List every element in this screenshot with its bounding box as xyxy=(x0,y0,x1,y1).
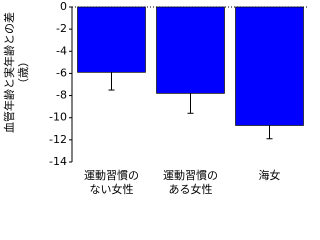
x-tick-label: ある女性 xyxy=(169,182,213,196)
x-tick-label: ない女性 xyxy=(90,182,134,196)
y-axis-label-line: 血管年齢と実年齢との差 xyxy=(2,12,16,133)
y-tick-label: -12 xyxy=(49,133,67,146)
bar xyxy=(156,6,225,94)
y-tick-label: -8 xyxy=(56,89,67,102)
x-tick-label: 運動習慣の xyxy=(84,168,139,182)
y-tick-label: -14 xyxy=(49,155,67,168)
y-tick-label: -6 xyxy=(56,66,67,79)
y-tick-label: -10 xyxy=(49,111,67,124)
chart: 血管年齢と実年齢との差 （歳） 0-2-4-6-8-10-12-14運動習慣のない… xyxy=(2,0,309,196)
x-tick-label: 運動習慣の xyxy=(163,168,218,182)
bar xyxy=(77,6,146,73)
bar xyxy=(235,6,304,126)
y-tick-label: -2 xyxy=(56,22,67,35)
y-axis-label: 血管年齢と実年齢との差 （歳） xyxy=(2,12,30,133)
y-axis-label-line: （歳） xyxy=(17,56,30,89)
page: {"chart_data": {"type": "bar", "y_label_… xyxy=(2,0,309,196)
y-tick-label: -4 xyxy=(56,44,67,57)
y-tick-label: 0 xyxy=(60,0,67,13)
x-tick-label: 海女 xyxy=(259,168,281,182)
